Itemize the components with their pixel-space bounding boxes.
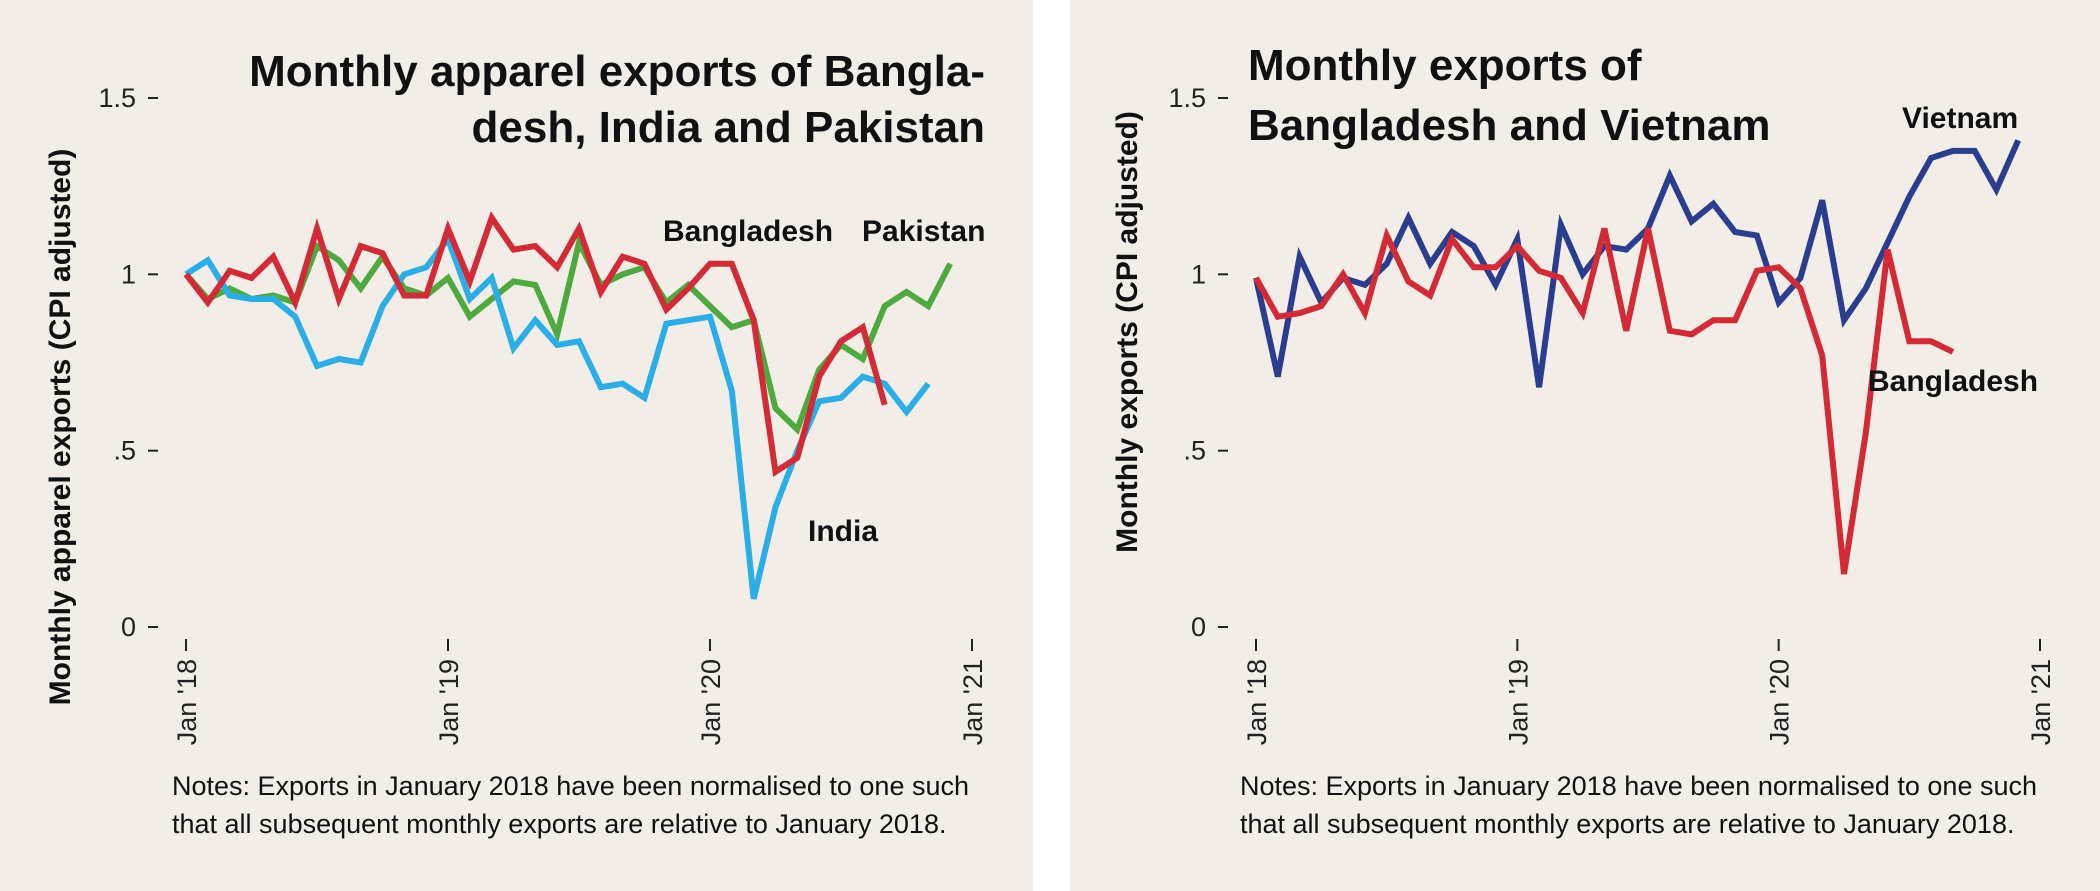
x-tick-label-1: Jan '19 (1503, 659, 1533, 745)
series-line-bangladesh (183, 211, 888, 477)
series-label-bangladesh: Bangladesh (1868, 365, 2038, 398)
y-axis-label: Monthly apparel exports (CPI adjusted) (44, 149, 77, 706)
chart-panel-right: Monthly exports of Bangladesh and Vietna… (1070, 0, 2100, 891)
x-tick-label-3: Jan '21 (958, 659, 988, 745)
series-line-vietnam (1253, 139, 2021, 388)
chart-left-svg: Monthly apparel exports of Bangla- desh,… (44, 47, 988, 839)
series-line-bangladesh (1253, 226, 1955, 575)
x-tick-label-2: Jan '20 (696, 659, 726, 745)
chart-note-line-2: that all subsequent monthly exports are … (1240, 809, 2014, 839)
series-label-vietnam: Vietnam (1902, 102, 2018, 135)
y-axis-label: Monthly exports (CPI adjusted) (1111, 111, 1144, 553)
chart-right-svg: Monthly exports of Bangladesh and Vietna… (1111, 41, 2056, 839)
chart-note-line-1: Notes: Exports in January 2018 have been… (1240, 771, 2037, 801)
y-tick-label-2: 1 (1191, 259, 1206, 289)
chart-title-line-1: Monthly exports of (1248, 41, 1642, 90)
chart-panel-left: Monthly apparel exports of Bangla- desh,… (0, 0, 1033, 891)
x-tick-label-0: Jan '18 (1242, 659, 1272, 745)
x-tick-label-2: Jan '20 (1765, 659, 1795, 745)
x-tick-label-1: Jan '19 (434, 659, 464, 745)
y-tick-label-2: 1 (121, 259, 136, 289)
y-tick-label-1: .5 (113, 436, 136, 466)
series-label-india: India (808, 515, 878, 548)
x-tick-label-3: Jan '21 (2026, 659, 2056, 745)
chart-note-line-2: that all subsequent monthly exports are … (172, 809, 946, 839)
y-tick-label-1: .5 (1183, 436, 1206, 466)
chart-title-line-2: desh, India and Pakistan (472, 103, 985, 152)
chart-title-line-1: Monthly apparel exports of Bangla- (249, 47, 985, 96)
chart-note-line-1: Notes: Exports in January 2018 have been… (172, 771, 969, 801)
chart-title-line-2: Bangladesh and Vietnam (1248, 101, 1770, 150)
y-tick-label-3: 1.5 (98, 83, 136, 113)
series-label-bangladesh: Bangladesh (663, 215, 833, 248)
y-tick-label-0: 0 (1191, 612, 1206, 642)
y-tick-label-3: 1.5 (1168, 83, 1206, 113)
x-tick-label-0: Jan '18 (172, 659, 202, 745)
series-label-pakistan: Pakistan (862, 215, 985, 248)
y-tick-label-0: 0 (121, 612, 136, 642)
